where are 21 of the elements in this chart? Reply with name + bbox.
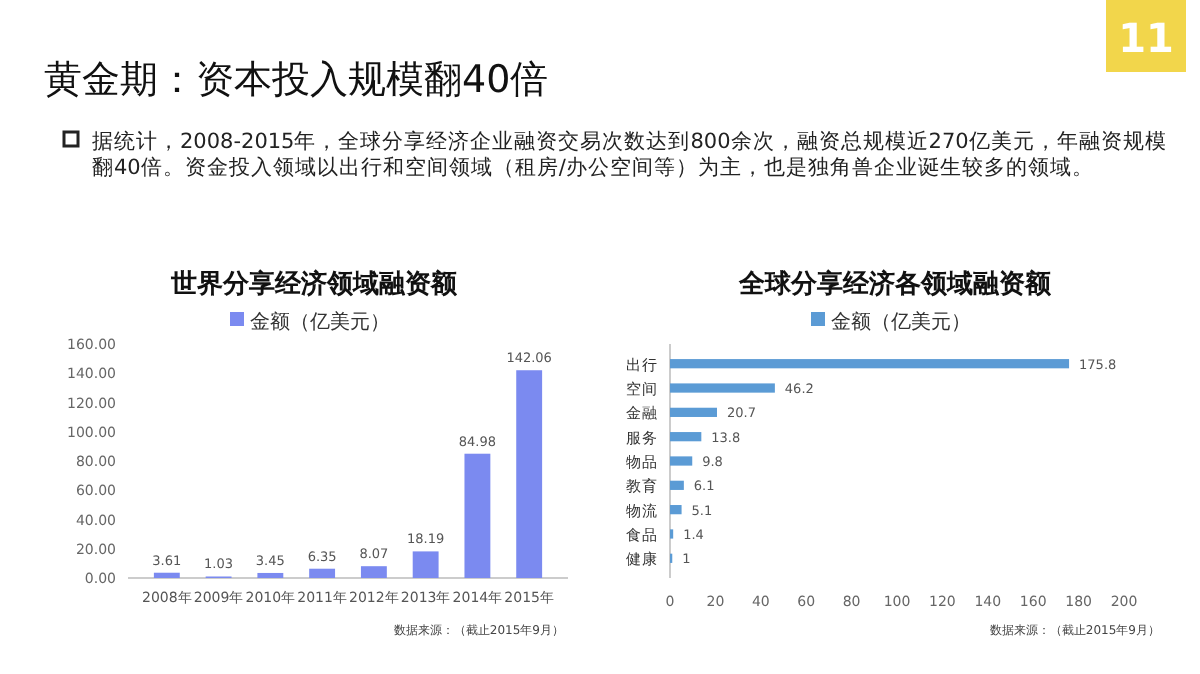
bar — [670, 505, 682, 515]
text: 黄金期：资本投入规模翻40倍 — [44, 58, 549, 102]
bar — [670, 359, 1070, 369]
chart-title: 世界分享经济领域融资额 — [169, 268, 459, 300]
bar — [309, 568, 336, 578]
chart-title: 全球分享经济各领域融资额 — [737, 268, 1053, 300]
bar — [257, 572, 284, 578]
bar — [670, 407, 717, 417]
bar — [464, 453, 491, 578]
bar — [412, 551, 439, 578]
bar — [360, 566, 387, 578]
bar — [670, 456, 693, 466]
legend-label: 金额（亿美元） — [831, 310, 971, 334]
bar — [516, 370, 543, 578]
text: 据统计，2008-2015年，全球分享经济企业融资交易次数达到800余次，融资总规模近270亿美元，年融资规模翻40倍。资金投入领域以出行和空间领域（租房/办公空间等）为主，也是独角兽企业诞生较多的领域。 — [92, 128, 1167, 180]
text: 11 — [1118, 14, 1174, 62]
legend-label: 金额（亿美元） — [250, 310, 390, 334]
bar — [153, 572, 180, 578]
bar — [670, 383, 775, 393]
bar — [670, 432, 702, 442]
bar — [670, 480, 684, 490]
